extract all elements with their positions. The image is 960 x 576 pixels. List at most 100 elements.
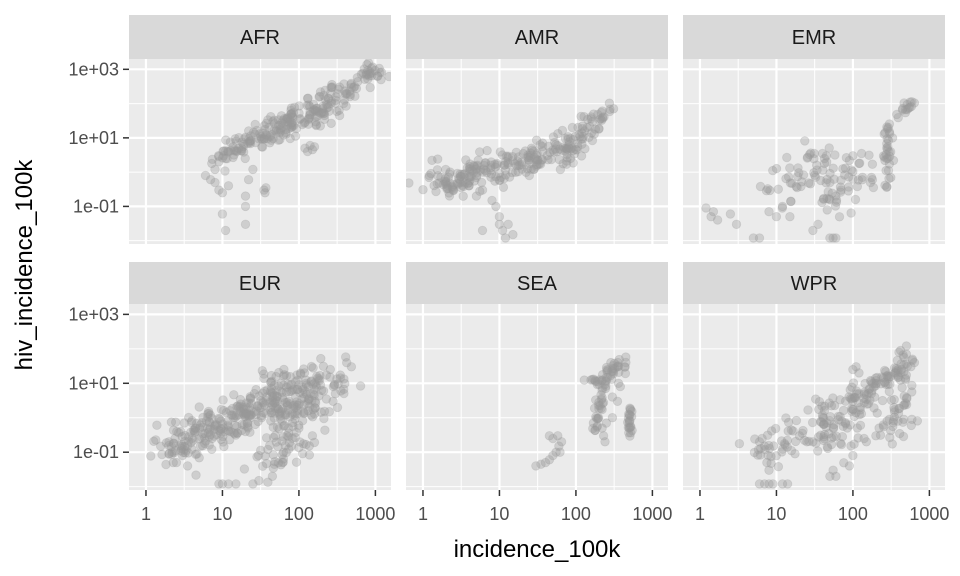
data-point bbox=[265, 440, 275, 451]
data-point bbox=[448, 185, 459, 196]
data-point bbox=[272, 422, 283, 432]
data-point bbox=[594, 115, 605, 125]
data-point bbox=[544, 431, 555, 441]
data-point bbox=[771, 211, 782, 222]
data-point bbox=[223, 147, 234, 157]
data-point bbox=[259, 134, 269, 144]
data-point bbox=[588, 418, 599, 428]
data-point bbox=[320, 85, 330, 96]
data-point bbox=[514, 160, 524, 171]
data-point bbox=[856, 409, 867, 419]
data-point bbox=[871, 378, 881, 389]
data-point bbox=[855, 158, 865, 168]
data-point bbox=[852, 423, 863, 433]
data-point bbox=[251, 409, 262, 420]
data-point bbox=[287, 433, 297, 443]
data-point bbox=[319, 114, 330, 125]
data-point bbox=[335, 373, 346, 383]
data-point bbox=[281, 129, 291, 139]
data-point bbox=[269, 115, 279, 125]
data-point bbox=[210, 421, 220, 431]
data-point bbox=[575, 131, 585, 142]
data-point bbox=[221, 407, 232, 418]
data-point bbox=[883, 379, 893, 390]
data-point bbox=[326, 82, 336, 93]
data-point bbox=[828, 432, 839, 442]
data-point bbox=[554, 441, 564, 451]
data-point bbox=[823, 187, 833, 197]
data-point bbox=[287, 111, 297, 121]
data-point bbox=[490, 176, 500, 186]
data-point bbox=[773, 462, 784, 472]
data-point bbox=[238, 147, 249, 157]
data-point bbox=[524, 170, 535, 181]
data-point bbox=[169, 438, 179, 448]
data-point bbox=[309, 104, 319, 115]
data-point bbox=[288, 421, 298, 432]
data-point bbox=[764, 465, 774, 475]
data-point bbox=[191, 470, 201, 480]
data-point bbox=[569, 149, 580, 159]
data-point bbox=[491, 171, 501, 182]
data-point bbox=[882, 124, 893, 134]
data-point bbox=[269, 459, 280, 470]
data-point bbox=[218, 150, 229, 161]
data-point bbox=[279, 420, 290, 431]
data-point bbox=[256, 131, 266, 142]
data-point bbox=[883, 142, 893, 152]
data-point bbox=[253, 450, 264, 461]
data-point bbox=[818, 412, 828, 423]
data-point bbox=[473, 155, 483, 166]
data-point bbox=[595, 114, 606, 124]
data-point bbox=[886, 147, 896, 157]
data-point bbox=[835, 182, 846, 192]
data-point bbox=[149, 436, 159, 447]
data-point bbox=[893, 372, 903, 383]
data-point bbox=[874, 423, 884, 433]
data-point bbox=[277, 449, 288, 460]
points bbox=[200, 59, 391, 236]
data-point bbox=[848, 450, 858, 461]
data-point bbox=[828, 423, 839, 434]
data-point bbox=[471, 191, 482, 201]
data-point bbox=[176, 446, 186, 456]
data-point bbox=[880, 377, 890, 387]
data-point bbox=[282, 382, 292, 392]
data-point bbox=[345, 89, 356, 100]
data-point bbox=[459, 168, 470, 179]
data-point bbox=[562, 144, 572, 155]
data-point bbox=[854, 389, 864, 399]
data-point bbox=[229, 150, 239, 160]
data-point bbox=[442, 184, 452, 194]
data-point bbox=[282, 400, 292, 410]
data-point bbox=[814, 397, 825, 407]
points bbox=[734, 341, 923, 489]
data-point bbox=[210, 421, 220, 431]
data-point bbox=[203, 409, 213, 419]
data-point bbox=[853, 175, 864, 185]
data-point bbox=[901, 349, 912, 359]
data-point bbox=[589, 374, 599, 384]
data-point bbox=[308, 106, 318, 117]
data-point bbox=[278, 432, 289, 442]
data-point bbox=[625, 416, 635, 426]
data-point bbox=[625, 403, 635, 413]
data-point bbox=[886, 172, 896, 183]
data-point bbox=[240, 426, 251, 437]
data-point bbox=[278, 457, 288, 467]
data-point bbox=[537, 155, 547, 165]
data-point bbox=[281, 127, 291, 138]
data-point bbox=[881, 165, 891, 176]
data-point bbox=[477, 225, 488, 236]
data-point bbox=[750, 434, 760, 444]
data-point bbox=[468, 167, 479, 178]
data-point bbox=[768, 165, 778, 176]
data-point bbox=[168, 425, 179, 436]
data-point bbox=[229, 145, 239, 155]
data-point bbox=[766, 451, 776, 462]
data-point bbox=[757, 433, 767, 444]
data-point bbox=[314, 391, 324, 401]
data-point bbox=[831, 195, 842, 205]
data-point bbox=[332, 374, 342, 384]
data-point bbox=[592, 422, 602, 432]
